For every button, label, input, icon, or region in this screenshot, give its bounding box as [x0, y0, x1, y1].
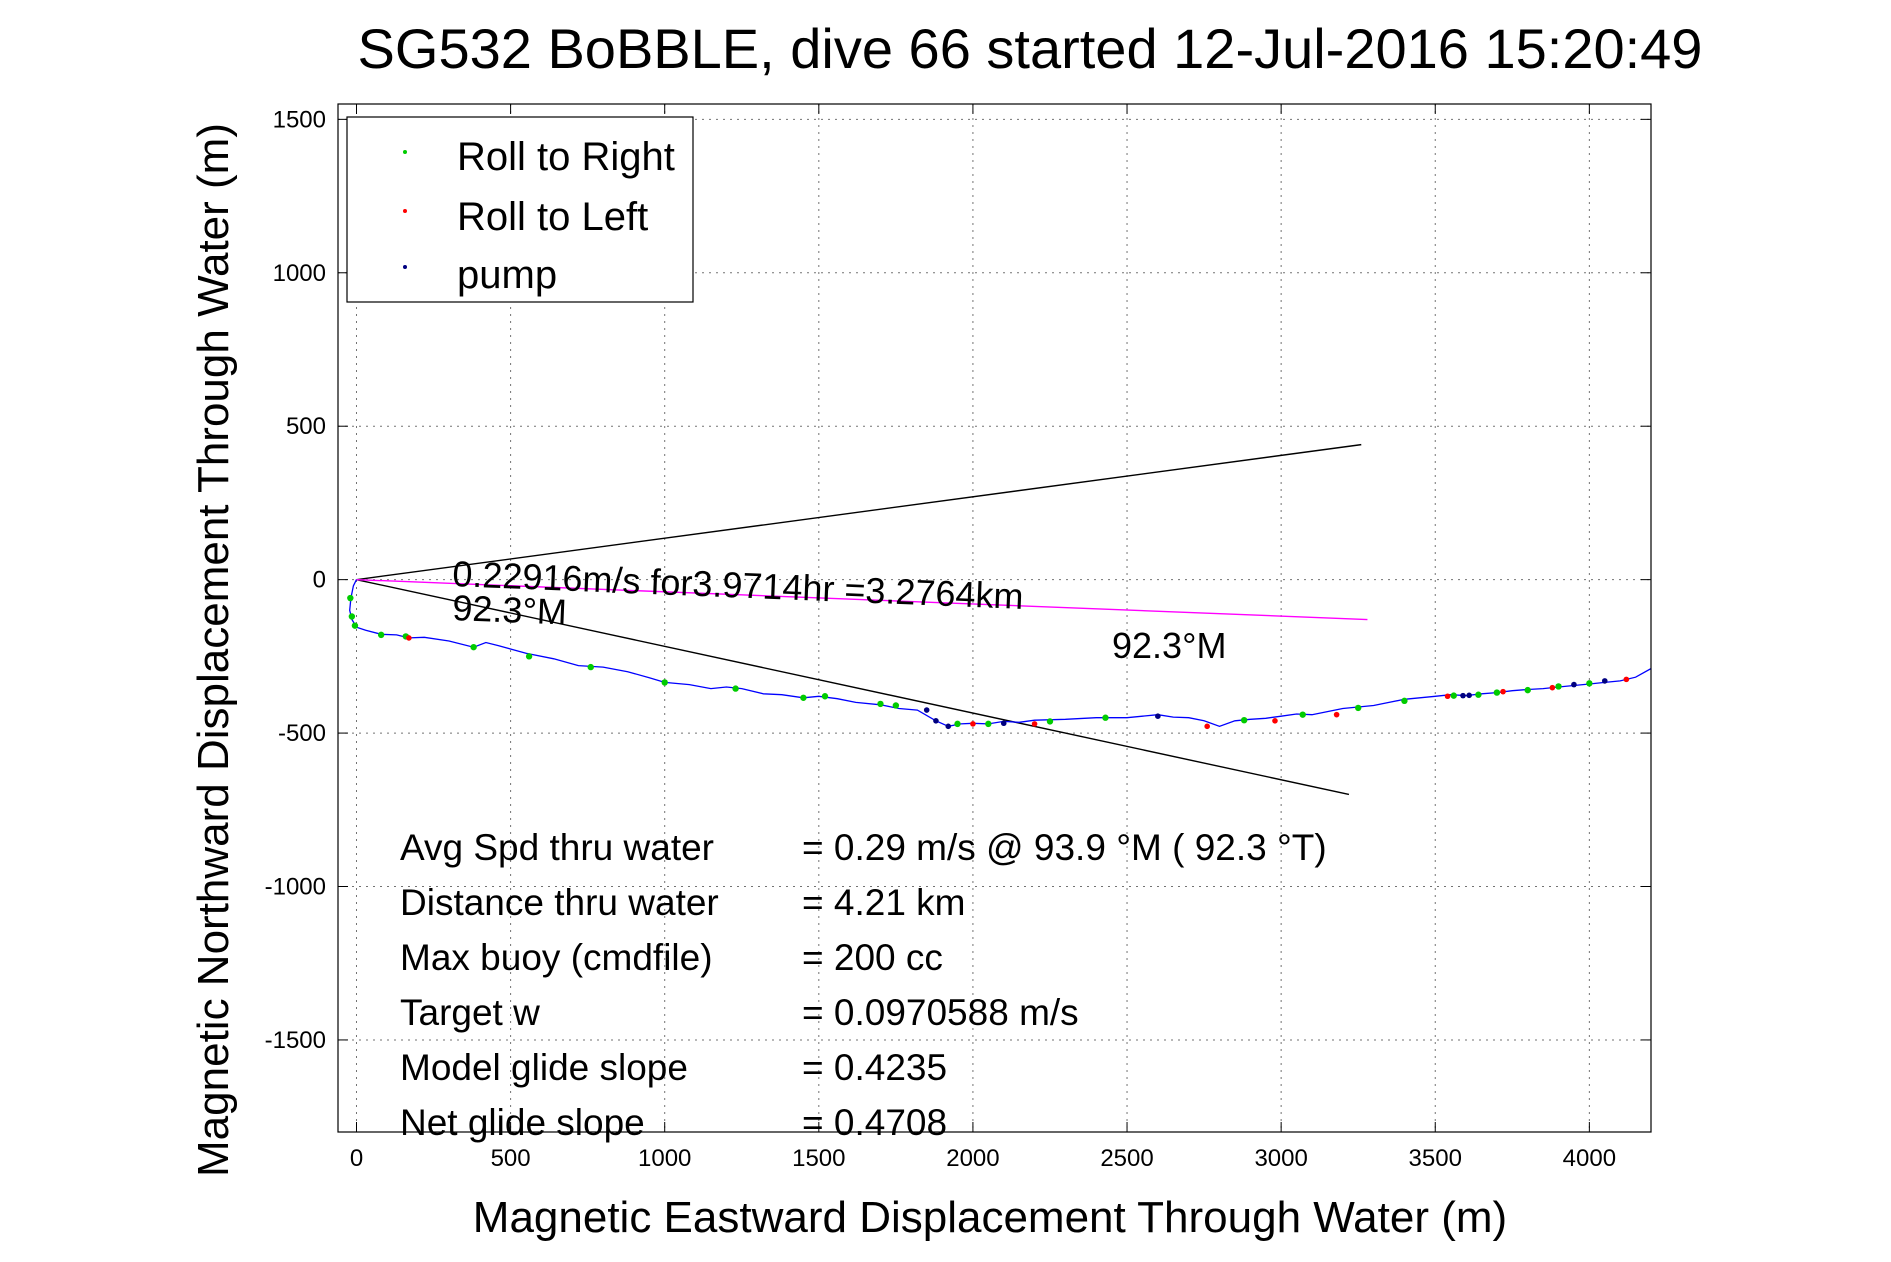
roll-left-point	[1204, 723, 1210, 730]
stat-label-avg-speed: Avg Spd thru water	[400, 827, 714, 868]
cone-line-2	[356, 578, 1350, 796]
x-axis-label: Magnetic Eastward Displacement Through W…	[473, 1193, 1507, 1242]
legend-marker-pump	[403, 265, 407, 269]
roll-left-point	[406, 635, 412, 641]
x-tick-label: 3500	[1409, 1145, 1462, 1172]
stat-label-model-glide: Model glide slope	[400, 1047, 688, 1088]
roll-right-point	[1493, 689, 1501, 696]
roll-right-point	[877, 700, 884, 708]
y-tick-label: 1500	[273, 106, 326, 133]
legend-label-pump: pump	[457, 253, 557, 297]
heading-line	[356, 578, 1368, 621]
roll-right-point	[821, 693, 829, 700]
pump-point	[1571, 681, 1577, 688]
x-tick-label: 1000	[638, 1145, 691, 1172]
roll-right-point	[377, 631, 385, 639]
heading-annotation-2: 92.3°M	[1112, 625, 1226, 666]
stats-block: Avg Spd thru water = 0.29 m/s @ 93.9 °M …	[400, 827, 1327, 1143]
x-tick-label: 2000	[946, 1145, 999, 1172]
pump-point	[923, 707, 930, 713]
roll-right-point	[1401, 697, 1408, 705]
y-tick-label: 1000	[273, 260, 326, 287]
y-tick-label: -1000	[265, 874, 326, 901]
chart-title: SG532 BoBBLE, dive 66 started 12-Jul-201…	[358, 17, 1703, 80]
roll-right-point	[661, 679, 668, 686]
heading-annotation-1: 92.3°M	[452, 587, 568, 633]
roll-right-point	[1586, 680, 1593, 687]
x-tick-label: 2500	[1100, 1145, 1153, 1172]
roll-right-point	[351, 622, 359, 629]
roll-left-point	[1500, 688, 1506, 695]
pump-point	[1601, 678, 1608, 684]
x-axis-ticks: 0 500 1000 1500 2000 2500 3000 3500 4000	[350, 104, 1616, 1172]
roll-right-point	[1046, 718, 1054, 725]
y-axis-label: Magnetic Northward Displacement Through …	[189, 123, 238, 1177]
roll-left-point	[970, 721, 976, 727]
legend: Roll to Right Roll to Left pump	[346, 116, 694, 303]
legend-label-roll-right: Roll to Right	[457, 135, 675, 179]
stat-value-model-glide: = 0.4235	[802, 1047, 947, 1088]
stat-label-max-buoy: Max buoy (cmdfile)	[400, 937, 713, 978]
roll-left-point	[1272, 718, 1278, 724]
legend-marker-roll-right	[403, 150, 407, 154]
legend-label-roll-left: Roll to Left	[457, 195, 648, 239]
roll-left-point	[1549, 684, 1556, 691]
roll-right-point	[587, 663, 594, 671]
roll-right-point	[1354, 704, 1362, 712]
legend-marker-roll-left	[403, 209, 407, 213]
roll-right-point	[470, 643, 477, 651]
roll-right-point	[1555, 683, 1562, 690]
roll-left-point	[1444, 693, 1451, 700]
stat-value-target-w: = 0.0970588 m/s	[802, 992, 1079, 1033]
roll-right-point	[347, 594, 354, 602]
roll-left-point	[1031, 721, 1038, 727]
roll-left-point	[1333, 711, 1340, 718]
y-tick-label: -500	[278, 720, 326, 747]
roll-right-point	[1240, 716, 1248, 724]
stat-value-max-buoy: = 200 cc	[802, 937, 943, 978]
plot-frame	[337, 103, 1652, 1133]
roll-right-point	[1524, 686, 1531, 694]
roll-right-point	[1475, 691, 1482, 698]
stat-value-net-glide: = 0.4708	[802, 1102, 947, 1143]
y-tick-label: -1500	[265, 1027, 326, 1054]
x-tick-label: 500	[491, 1145, 531, 1172]
x-tick-label: 1500	[792, 1145, 845, 1172]
stat-value-avg-speed: = 0.29 m/s @ 93.9 °M ( 92.3 °T)	[802, 827, 1327, 868]
roll-right-point	[985, 720, 992, 728]
pump-point	[1155, 713, 1161, 719]
roll-right-point	[348, 613, 356, 620]
stat-label-distance: Distance thru water	[400, 882, 719, 923]
roll-right-point	[954, 720, 961, 728]
pump-point	[933, 718, 939, 724]
roll-left-point	[1623, 676, 1630, 683]
stat-value-distance: = 4.21 km	[802, 882, 966, 923]
roll-right-point	[1299, 711, 1306, 718]
stat-label-target-w: Target w	[400, 992, 540, 1033]
pump-point	[1460, 692, 1466, 699]
stat-label-net-glide: Net glide slope	[400, 1102, 645, 1143]
pump-point	[1466, 692, 1472, 699]
pump-point	[1000, 720, 1007, 727]
x-tick-label: 3000	[1254, 1145, 1307, 1172]
pump-point	[945, 723, 952, 730]
y-axis-ticks: 1500 1000 500 0 -500 -1000 -1500	[265, 106, 1651, 1054]
plot-markers	[347, 594, 1630, 730]
roll-right-point	[892, 702, 900, 709]
y-tick-label: 0	[313, 567, 326, 594]
cone-line-1	[356, 443, 1362, 581]
roll-right-point	[525, 653, 533, 660]
roll-right-point	[800, 694, 807, 701]
x-tick-label: 0	[350, 1145, 363, 1172]
x-tick-label: 4000	[1563, 1145, 1616, 1172]
roll-right-point	[1102, 714, 1109, 721]
roll-right-point	[732, 685, 739, 692]
y-tick-label: 500	[286, 413, 326, 440]
roll-right-point	[1450, 692, 1457, 699]
